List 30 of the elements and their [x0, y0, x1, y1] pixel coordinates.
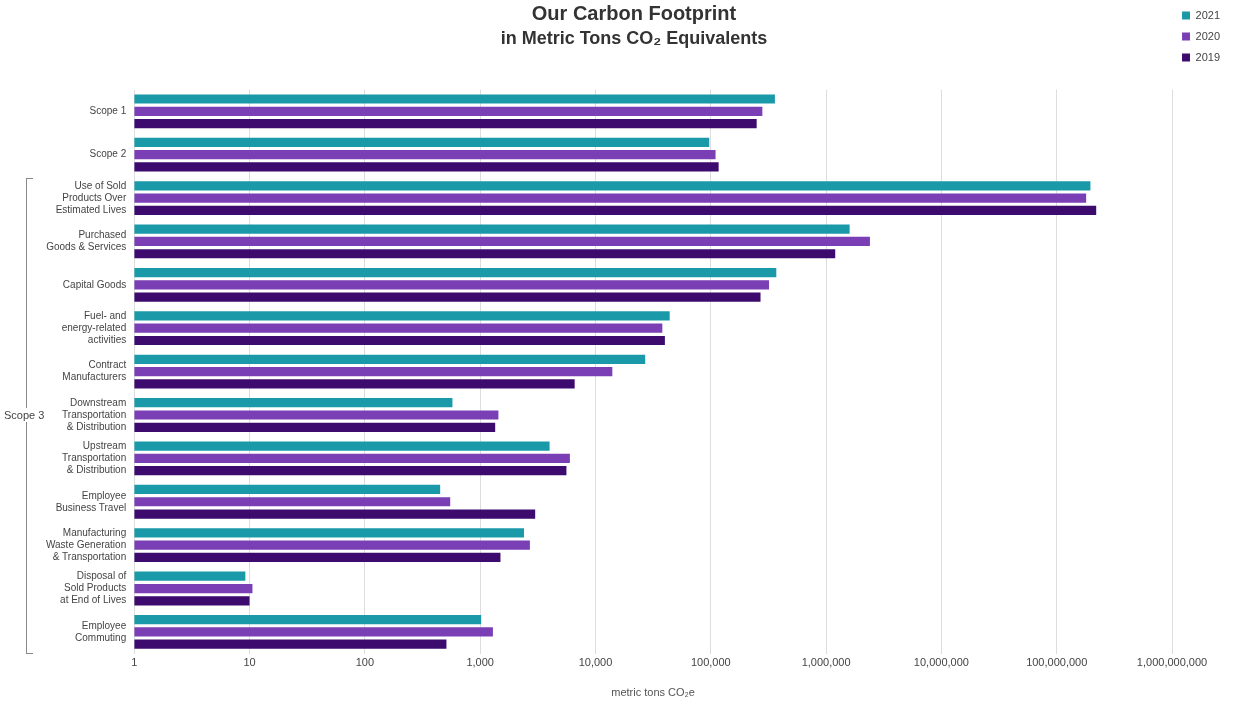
legend-label: 2021: [1195, 8, 1221, 21]
y-tick-label: Downstream Transportation & Distribution: [62, 396, 127, 432]
x-tick-label: 1,000,000,000: [1136, 656, 1208, 669]
y-tick-label: Purchased Goods & Services: [46, 229, 127, 253]
y-tick-label: Fuel- and energy-related activities: [61, 309, 127, 345]
x-tick-label: 100,000: [690, 656, 731, 669]
chart-subtitle: in Metric Tons CO₂ Equivalents: [500, 27, 768, 48]
y-tick-label: Upstream Transportation & Distribution: [62, 440, 127, 476]
y-tick-label: Disposal of Sold Products at End of Lives: [60, 570, 127, 606]
x-tick-label: 10: [243, 656, 256, 669]
y-tick-label: Capital Goods: [62, 278, 127, 290]
x-tick-label: 1: [131, 656, 138, 669]
y-tick-label: Use of Sold Products Over Estimated Lives: [55, 179, 127, 215]
y-tick-label: Manufacturing Waste Generation & Transportation: [45, 526, 127, 562]
legend-label: 2019: [1195, 50, 1221, 63]
text: Scope 3: [2, 407, 47, 422]
x-tick-label: 10,000: [578, 656, 613, 669]
x-tick-label: 10,000,000: [913, 656, 969, 669]
legend-label: 2020: [1195, 29, 1221, 42]
y-tick-label: Contract Manufacturers: [62, 359, 127, 383]
y-tick-label: Employee Commuting: [75, 619, 127, 643]
y-tick-label: Scope 2: [89, 148, 127, 160]
x-axis-title: metric tons CO₂e: [611, 686, 695, 699]
x-tick-label: 100,000,000: [1026, 656, 1088, 669]
y-tick-label: Scope 1: [89, 105, 127, 117]
x-tick-label: 100: [355, 656, 375, 669]
chart-title: Our Carbon Footprint: [531, 1, 737, 24]
x-tick-label: 1,000: [466, 656, 494, 669]
x-tick-label: 1,000,000: [801, 656, 851, 669]
y-tick-label: Employee Business Travel: [55, 489, 127, 513]
